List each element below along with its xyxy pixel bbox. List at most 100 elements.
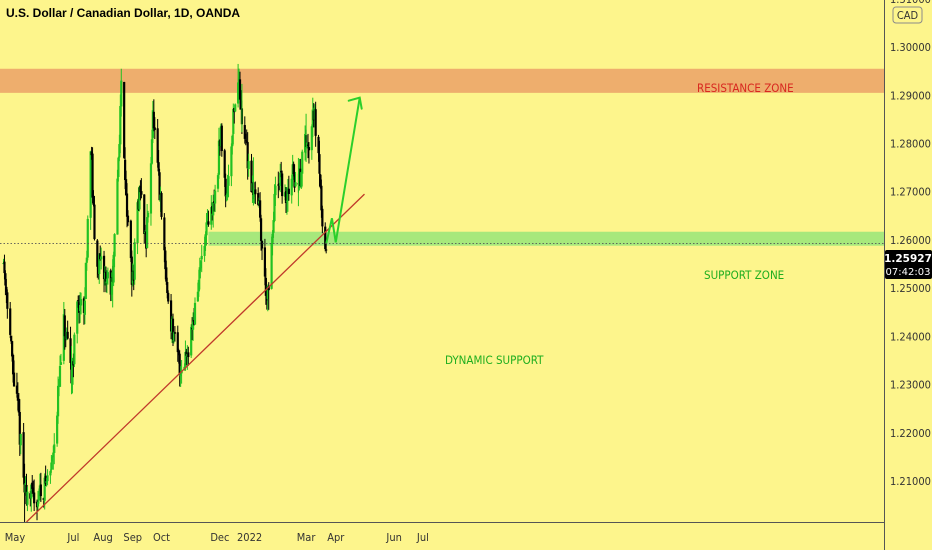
candle	[271, 230, 274, 256]
price-tick-label: 1.22000	[890, 427, 931, 440]
candle	[73, 332, 76, 368]
candle	[314, 101, 317, 147]
candle	[120, 68, 123, 117]
candles-group	[2, 63, 328, 522]
candle	[49, 469, 52, 484]
currency-label: CAD	[897, 9, 919, 22]
candle	[167, 290, 170, 304]
candle	[234, 103, 237, 112]
candle	[300, 171, 303, 190]
candle	[292, 161, 295, 177]
dynamic-support-label: DYNAMIC SUPPORT	[445, 353, 544, 367]
candle	[139, 180, 142, 201]
time-tick-label: 2022	[237, 531, 262, 544]
currency-badge[interactable]: CAD	[892, 6, 923, 24]
candle	[117, 156, 120, 182]
candle	[277, 171, 280, 199]
candle	[79, 292, 83, 315]
candle	[59, 353, 63, 366]
time-tick-label: Mar	[297, 531, 317, 544]
candle	[66, 320, 69, 340]
candle	[179, 366, 182, 387]
candle	[100, 247, 103, 270]
candle	[220, 123, 223, 157]
candle	[281, 170, 284, 204]
price-tick-label: 1.30000	[890, 41, 931, 54]
candle	[212, 194, 215, 228]
candle	[126, 210, 130, 226]
price-tick-label: 1.26000	[890, 234, 931, 247]
candle	[46, 469, 49, 486]
resistance-zone-label: RESISTANCE ZONE	[697, 81, 794, 95]
time-tick-label: Jun	[385, 531, 401, 544]
candle	[247, 153, 250, 177]
projection-arrowhead	[347, 96, 363, 110]
resistance-zone	[0, 68, 884, 93]
countdown-value: 07:42:03	[886, 267, 931, 278]
candle	[102, 250, 106, 293]
candle	[287, 175, 290, 201]
candle	[116, 169, 119, 235]
price-tick-label: 1.27000	[890, 186, 931, 199]
candle	[58, 355, 62, 388]
candle	[224, 173, 227, 208]
support-zone	[208, 231, 885, 246]
candle	[246, 132, 249, 180]
candle	[245, 129, 248, 144]
time-tick-label: Jul	[416, 531, 429, 544]
candle	[160, 191, 163, 220]
candle	[92, 190, 95, 207]
candle	[146, 210, 150, 223]
price-tick-label: 1.21000	[890, 475, 931, 488]
candle	[294, 171, 297, 188]
price-tick-label: 1.28000	[890, 137, 931, 150]
candle	[146, 204, 149, 249]
candle	[91, 147, 94, 204]
candle	[143, 194, 146, 244]
candle	[307, 142, 311, 164]
candle	[18, 399, 21, 456]
candle	[279, 163, 282, 193]
candle	[53, 433, 56, 465]
candle	[191, 312, 195, 341]
price-tick-label: 1.23000	[890, 379, 931, 392]
candle	[214, 184, 217, 213]
candle	[259, 192, 262, 222]
candle	[39, 472, 42, 502]
candle	[301, 149, 304, 187]
price-axis[interactable]: 1.31000 1.30000 1.29000 1.28000 1.27000 1.260…	[890, 0, 931, 488]
candle	[15, 372, 19, 398]
candle	[239, 90, 243, 110]
candle	[244, 133, 247, 146]
time-tick-label: Aug	[93, 531, 112, 544]
candle	[156, 118, 159, 168]
current-price-value: 1.25927	[884, 253, 932, 265]
candle	[22, 422, 25, 485]
candle	[178, 350, 181, 387]
time-axis[interactable]: May Jul Aug Sep Oct Dec 2022 Mar Apr Jun Jul	[5, 531, 429, 544]
candle	[205, 212, 208, 246]
candle	[243, 116, 246, 144]
candle	[176, 325, 179, 362]
candle	[152, 99, 155, 132]
candle	[56, 411, 59, 447]
price-tick-label: 1.24000	[890, 330, 931, 343]
candle	[123, 81, 126, 159]
candle	[89, 150, 92, 230]
candle	[293, 164, 296, 193]
candle	[254, 181, 257, 205]
candle	[26, 486, 29, 512]
candle	[231, 134, 234, 155]
projection-arrow	[325, 97, 361, 245]
candle	[36, 490, 40, 512]
dynamic-support-trendline	[26, 193, 365, 523]
candle	[133, 238, 136, 285]
candle	[165, 260, 168, 285]
candle	[263, 238, 267, 286]
candle	[9, 301, 12, 339]
candle	[310, 124, 313, 160]
candle	[69, 326, 72, 370]
candle	[86, 215, 89, 261]
candle	[190, 324, 193, 358]
